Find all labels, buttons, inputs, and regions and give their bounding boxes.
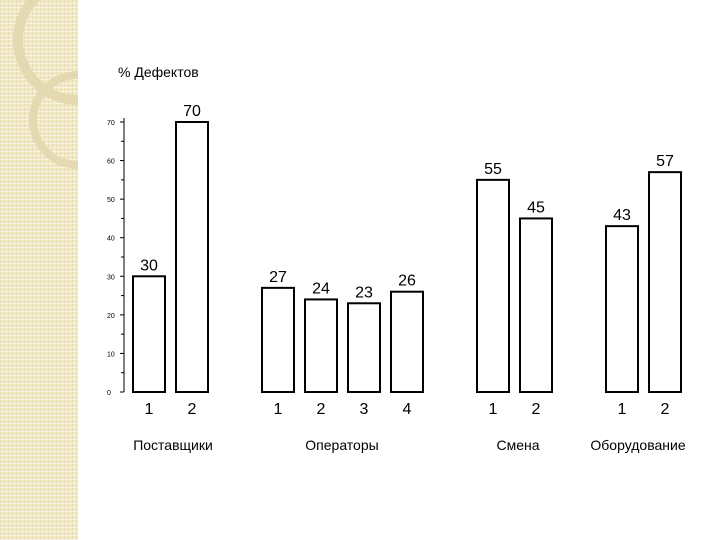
decorative-side-band — [0, 0, 78, 540]
bar-value-label: 55 — [484, 161, 502, 178]
bar-value-label: 30 — [140, 257, 158, 274]
bar-value-label: 26 — [398, 273, 416, 290]
category-label: 1 — [145, 401, 154, 418]
category-label: 2 — [532, 401, 541, 418]
bar — [347, 302, 381, 393]
category-label: 2 — [317, 401, 326, 418]
y-tick-label: 60 — [107, 159, 115, 166]
y-tick-label: 20 — [107, 313, 115, 320]
y-tick-label: 50 — [107, 197, 115, 204]
y-ticks: 0 10 20 30 40 50 60 70 — [107, 120, 124, 397]
bar — [476, 178, 510, 393]
group-label: Операторы — [305, 437, 378, 453]
bar-value-label: 45 — [527, 199, 545, 216]
y-tick-label: 0 — [107, 390, 111, 397]
bar — [304, 298, 338, 393]
y-tick-label: 70 — [107, 120, 115, 127]
category-label: 1 — [274, 401, 283, 418]
bar — [261, 286, 295, 394]
y-tick-label: 30 — [107, 274, 115, 281]
group-labels: Поставщики Операторы Смена Оборудование — [133, 437, 686, 453]
bars — [132, 121, 682, 394]
category-label: 4 — [403, 401, 412, 418]
bar — [648, 171, 682, 393]
category-label: 3 — [360, 401, 369, 418]
bar — [390, 290, 424, 394]
bar — [605, 225, 639, 393]
bar-value-label: 70 — [183, 103, 201, 120]
bar-value-label: 24 — [312, 280, 330, 297]
group-label: Поставщики — [133, 437, 213, 453]
y-tick-label: 10 — [107, 351, 115, 358]
bar — [175, 121, 209, 393]
category-label: 2 — [661, 401, 670, 418]
bar-value-label: 43 — [613, 207, 631, 224]
category-labels: 1 2 1 2 3 4 1 2 1 2 — [145, 401, 670, 418]
category-label: 2 — [188, 401, 197, 418]
bar-value-label: 27 — [269, 269, 287, 286]
y-axis-title: % Дефектов — [118, 64, 199, 80]
decorative-circles — [13, 0, 78, 169]
bar — [519, 217, 553, 393]
value-labels: 30 70 27 24 23 26 55 45 43 57 — [140, 103, 674, 301]
category-label: 1 — [618, 401, 627, 418]
bar-value-label: 23 — [355, 284, 373, 301]
bar-value-label: 57 — [656, 153, 674, 170]
bar — [132, 275, 166, 393]
group-label: Смена — [496, 437, 539, 453]
category-label: 1 — [489, 401, 498, 418]
y-tick-label: 40 — [107, 236, 115, 243]
group-label: Оборудование — [590, 437, 685, 453]
